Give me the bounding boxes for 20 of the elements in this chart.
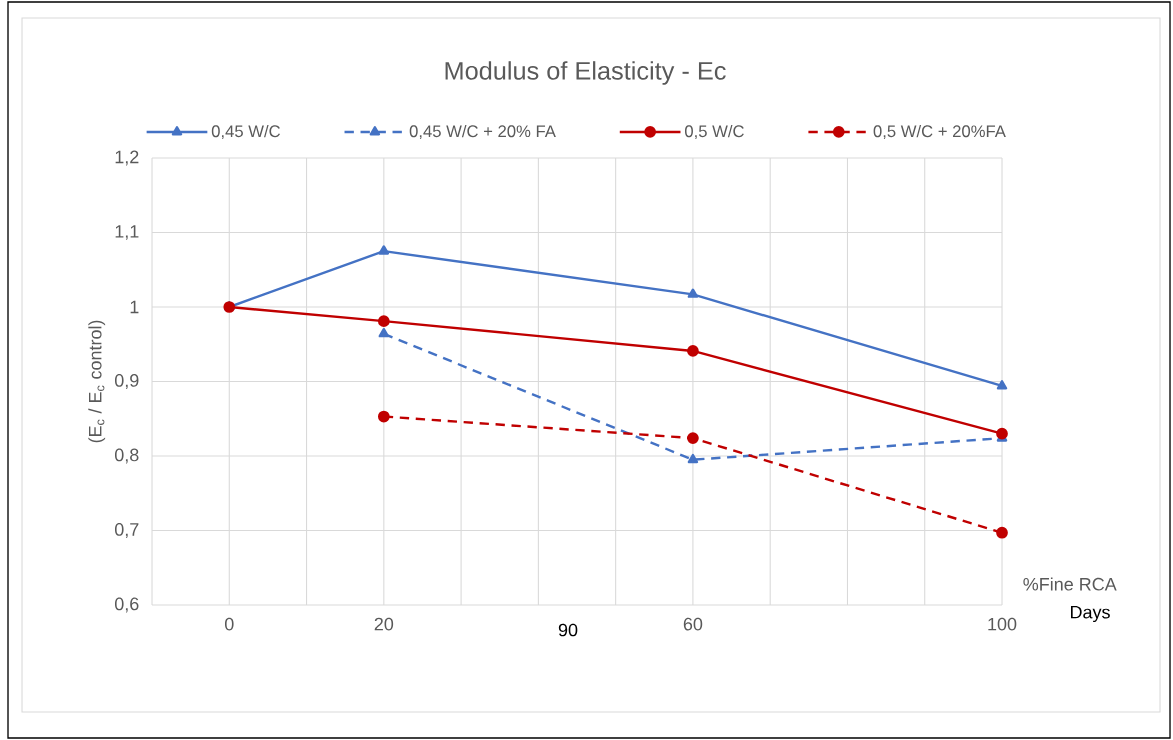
legend-label: 0,45 W/C + 20% FA	[409, 124, 556, 140]
x-tick-label: 100	[988, 617, 1017, 631]
x-tick-label: 60	[683, 617, 703, 631]
y-tick-label: 1,2	[115, 150, 139, 166]
y-axis-title: (E$_{c}$ / E$_{c}$ control)	[88, 320, 106, 443]
text: Days	[1070, 605, 1110, 623]
y-tick-label: 0,8	[114, 448, 139, 464]
x-tick-label: 0	[224, 617, 234, 631]
y-tick-label: 1	[130, 300, 139, 314]
x-axis-title: %Fine RCA	[1023, 577, 1117, 591]
y-tick-label: 1,1	[115, 225, 139, 240]
chart-title: Modulus of Elasticity - Ec	[445, 61, 726, 85]
y-tick-label: 0,7	[114, 523, 139, 538]
y-tick-label: 0,9	[114, 374, 139, 389]
x-tick-label: 20	[374, 617, 394, 631]
legend-label: 0,5 W/C	[685, 124, 744, 140]
legend-label: 0,5 W/C + 20%FA	[873, 124, 1006, 140]
legend-label: 0,45 W/C	[211, 124, 281, 140]
text: 90	[558, 623, 578, 637]
y-tick-label: 0,6	[114, 597, 139, 613]
